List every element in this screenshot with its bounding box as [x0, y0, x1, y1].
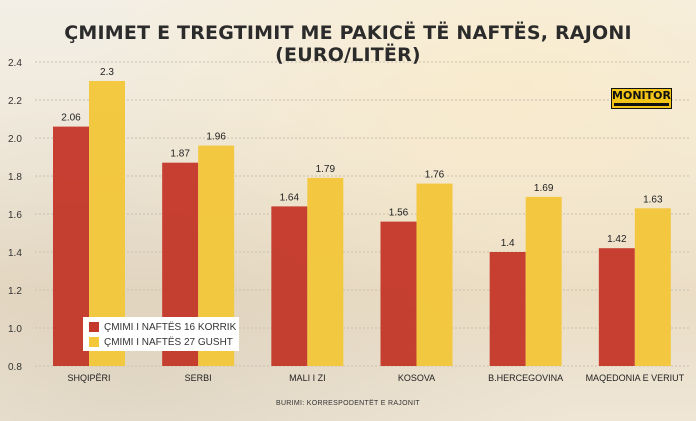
- legend-swatch-series-1: [89, 322, 99, 332]
- y-tick-label: 1.6: [8, 210, 22, 221]
- data-label: 1.76: [425, 170, 445, 181]
- x-tick-label: B.HERCEGOVINA: [488, 373, 563, 383]
- bar: [634, 208, 671, 366]
- legend-item-series-1: ÇMIMI I NAFTËS 16 KORRIK: [89, 320, 236, 334]
- legend-label-series-1: ÇMIMI I NAFTËS 16 KORRIK: [104, 321, 237, 333]
- bar: [271, 206, 308, 366]
- y-tick-label: 2.2: [8, 96, 22, 107]
- y-tick-label: 1.4: [8, 248, 22, 259]
- y-tick-label: 1.8: [8, 172, 22, 183]
- y-tick-label: 1.2: [8, 286, 22, 297]
- data-label: 1.4: [501, 238, 515, 249]
- data-label: 1.56: [389, 208, 409, 219]
- data-label: 1.79: [316, 164, 336, 175]
- data-label: 1.63: [643, 194, 663, 205]
- bar: [598, 248, 635, 366]
- chart-title: ÇMIMET E TREGTIMIT ME PAKICË TË NAFTËS, …: [64, 22, 632, 66]
- bar: [525, 196, 562, 366]
- x-tick-label: KOSOVA: [398, 373, 435, 383]
- source-note: BURIMI: KORRESPODENTËT E RAJONIT: [275, 400, 421, 407]
- data-label: 1.96: [206, 132, 226, 143]
- data-label: 1.87: [170, 149, 190, 160]
- data-label: 1.42: [607, 234, 627, 245]
- logo-strip: [614, 103, 669, 106]
- logo-text: MONITOR: [612, 89, 671, 102]
- y-tick-label: 1.0: [8, 324, 22, 335]
- y-tick-label: 2.0: [8, 134, 22, 145]
- legend-swatch-series-2: [89, 337, 99, 347]
- x-tick-label: MAQEDONIA E VERIUT: [586, 373, 685, 383]
- data-label: 2.3: [100, 67, 114, 78]
- x-tick-label: SERBI: [185, 373, 212, 383]
- x-tick-label: MALI I ZI: [289, 373, 326, 383]
- data-label: 1.64: [280, 192, 300, 203]
- bar: [489, 252, 526, 366]
- legend-item-series-2: ÇMIMI I NAFTËS 27 GUSHT: [89, 335, 233, 349]
- bar: [416, 183, 453, 366]
- legend: ÇMIMI I NAFTËS 16 KORRIK ÇMIMI I NAFTËS …: [83, 317, 239, 351]
- bar: [380, 221, 417, 366]
- legend-label-series-2: ÇMIMI I NAFTËS 27 GUSHT: [104, 336, 233, 348]
- x-tick-label: SHQIPËRI: [67, 373, 110, 383]
- monitor-logo: MONITOR: [611, 88, 672, 109]
- bar: [307, 177, 344, 366]
- data-label: 1.69: [534, 183, 554, 194]
- y-tick-label: 0.8: [8, 362, 22, 373]
- y-tick-label: 2.4: [8, 58, 22, 69]
- data-label: 2.06: [61, 113, 81, 124]
